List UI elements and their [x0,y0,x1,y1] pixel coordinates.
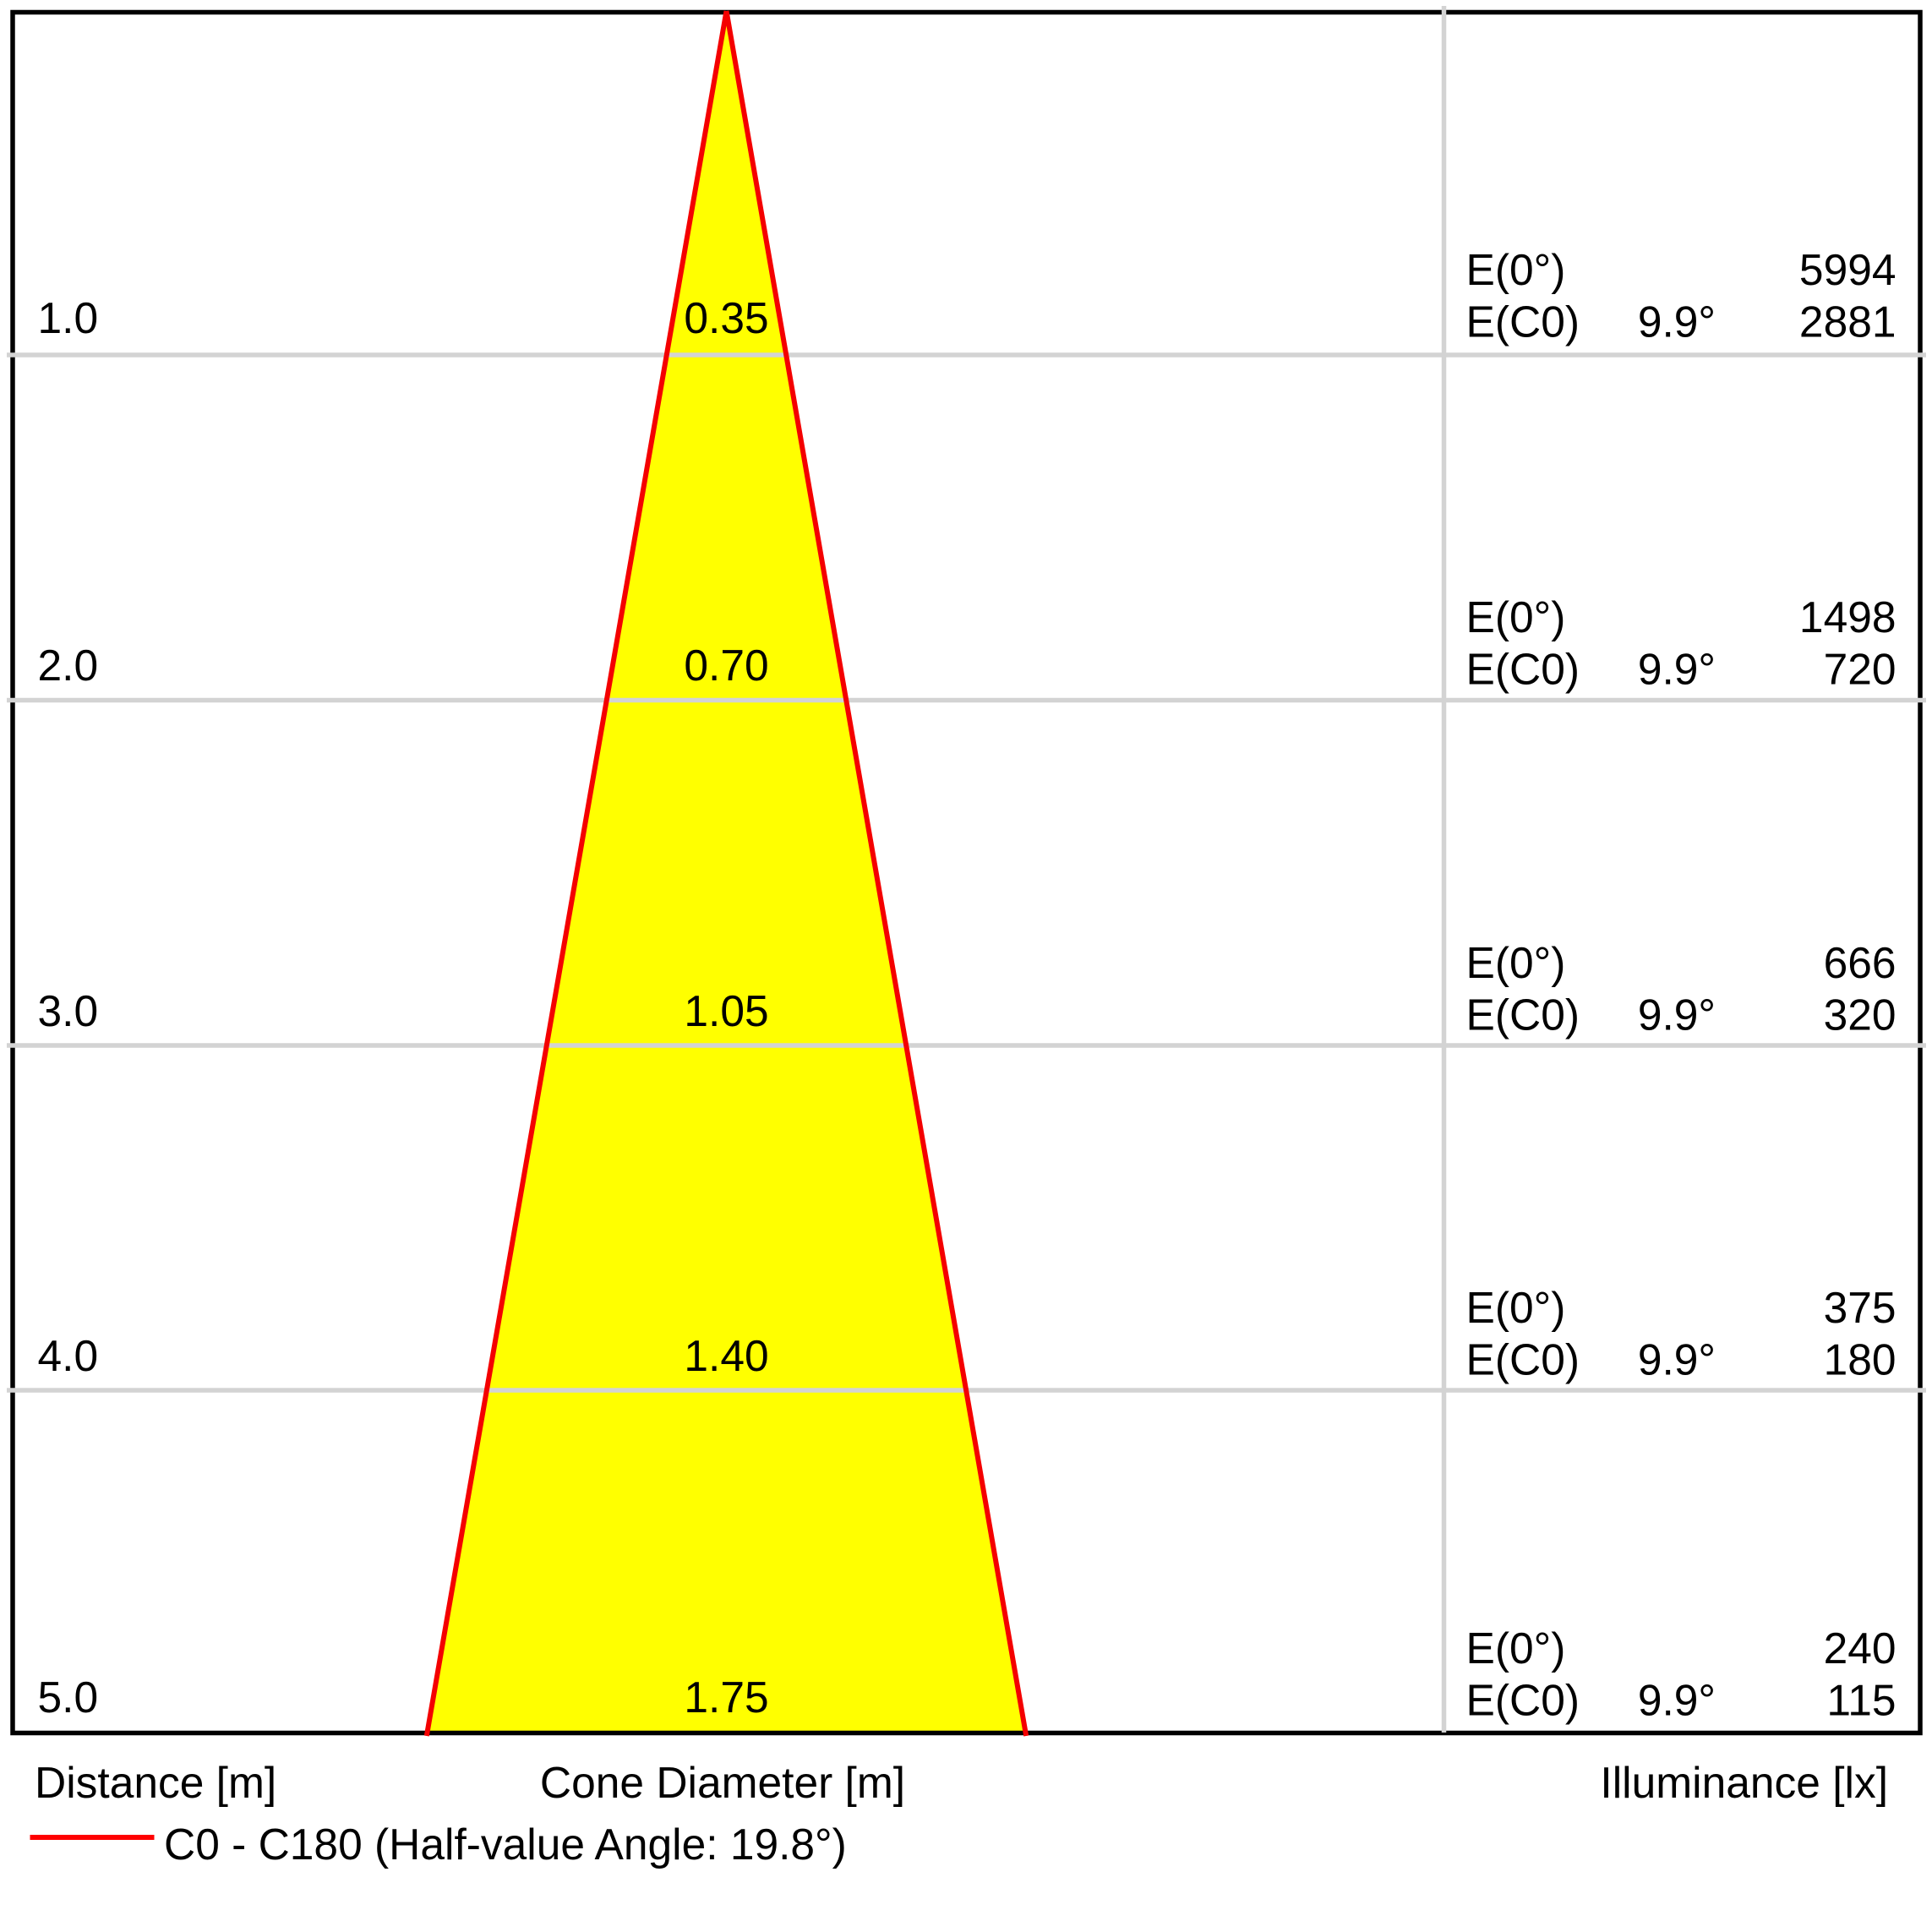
svg-text:180: 180 [1824,1335,1897,1384]
svg-text:9.9°: 9.9° [1638,645,1716,694]
svg-text:1498: 1498 [1799,592,1897,641]
svg-text:E(0°): E(0°) [1466,1283,1566,1332]
svg-text:720: 720 [1824,645,1897,694]
svg-text:4.0: 4.0 [38,1331,99,1380]
svg-text:Distance [m]: Distance [m] [35,1758,276,1807]
svg-text:115: 115 [1826,1676,1896,1725]
svg-text:E(0°): E(0°) [1466,245,1566,294]
svg-text:E(C0): E(C0) [1466,645,1580,694]
svg-text:375: 375 [1824,1283,1897,1332]
svg-text:E(0°): E(0°) [1466,938,1566,987]
svg-text:9.9°: 9.9° [1638,1335,1716,1384]
svg-text:E(0°): E(0°) [1466,592,1566,641]
svg-text:1.40: 1.40 [684,1331,768,1380]
svg-text:E(C0): E(C0) [1466,1676,1580,1725]
svg-text:E(0°): E(0°) [1466,1624,1566,1673]
svg-text:Illuminance [lx]: Illuminance [lx] [1600,1758,1888,1807]
svg-text:5.0: 5.0 [38,1673,99,1722]
svg-text:2.0: 2.0 [38,641,99,690]
svg-text:320: 320 [1824,991,1897,1040]
svg-text:1.05: 1.05 [684,986,768,1035]
svg-text:9.9°: 9.9° [1638,297,1716,347]
svg-text:C0 - C180 (Half-value Angle: 1: C0 - C180 (Half-value Angle: 19.8°) [164,1820,847,1869]
svg-text:240: 240 [1824,1624,1897,1673]
svg-text:Cone Diameter [m]: Cone Diameter [m] [540,1758,905,1807]
svg-text:E(C0): E(C0) [1466,991,1580,1040]
svg-text:3.0: 3.0 [38,986,99,1035]
svg-text:9.9°: 9.9° [1638,1676,1716,1725]
svg-text:2881: 2881 [1799,297,1897,347]
svg-text:E(C0): E(C0) [1466,1335,1580,1384]
svg-text:0.35: 0.35 [684,293,768,342]
svg-text:0.70: 0.70 [684,641,768,690]
svg-text:1.75: 1.75 [684,1673,768,1722]
svg-text:666: 666 [1824,938,1897,987]
svg-text:9.9°: 9.9° [1638,991,1716,1040]
svg-text:E(C0): E(C0) [1466,297,1580,347]
svg-text:1.0: 1.0 [38,293,99,342]
svg-text:5994: 5994 [1799,245,1897,294]
